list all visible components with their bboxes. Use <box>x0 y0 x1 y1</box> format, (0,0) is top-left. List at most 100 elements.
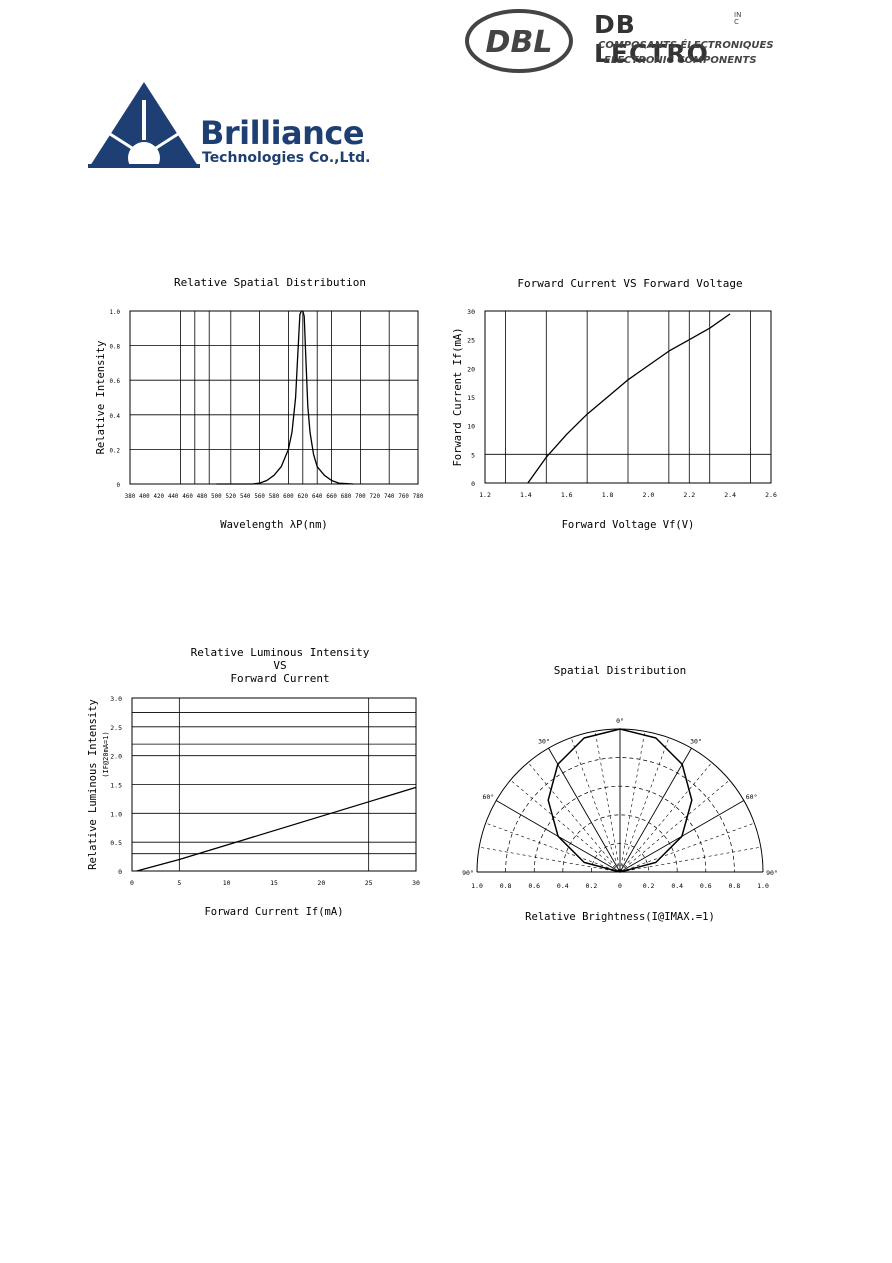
x-tick-label: 540 <box>240 494 251 500</box>
x-axis-label: Wavelength λP(nm) <box>220 519 327 531</box>
y-tick-label: 1.5 <box>110 782 122 790</box>
y-tick-label: 0 <box>117 483 121 489</box>
polar-radial-line <box>548 747 621 873</box>
x-tick-label: 5 <box>177 879 181 887</box>
dblectro-line2: ELECTRONIC COMPONENTS <box>604 55 757 66</box>
plot-frame <box>129 310 419 485</box>
x-tick-label: 20 <box>317 879 325 887</box>
x-tick-label: 520 <box>226 494 237 500</box>
x-tick-label: 420 <box>154 494 165 500</box>
x-tick-label: 400 <box>139 494 150 500</box>
chart-luminous-intensity-vs-current: 0 5 10 15 20 25 30 0 0.5 1.0 1.5 2.0 2.5 3.0 Forward C… <box>87 695 420 918</box>
x-tick-label: 640 <box>312 494 323 500</box>
polar-angle-label: 30° <box>538 737 550 745</box>
x-axis-label: Forward Voltage Vf(V) <box>562 519 695 531</box>
x-tick-label: 580 <box>269 494 280 500</box>
y-tick-label: 15 <box>467 394 475 402</box>
chart3-title-line3: Forward Current <box>230 672 330 685</box>
dblectro-inc: INC <box>734 11 742 26</box>
brilliance-subtitle: Technologies Co.,Ltd. <box>202 150 371 166</box>
y-tick-label: 0.5 <box>110 839 122 847</box>
polar-radial-tick-label: 0.8 <box>500 882 512 890</box>
polar-radial-tick-label: 0 <box>618 882 622 890</box>
x-tick-label: 30 <box>412 879 420 887</box>
polar-radial-tick-label: 0.4 <box>557 882 569 890</box>
x-tick-label: 440 <box>168 494 179 500</box>
x-tick-label: 2.6 <box>765 491 777 499</box>
x-tick-label: 600 <box>283 494 294 500</box>
brilliance-name: Brilliance <box>200 114 365 152</box>
x-tick-label: 15 <box>270 879 278 887</box>
x-tick-label: 620 <box>298 494 309 500</box>
dbl-oval-icon: DBL <box>465 9 573 73</box>
series-line <box>527 313 731 484</box>
chart3-title: Relative Luminous Intensity VS Forward C… <box>130 646 430 685</box>
x-tick-label: 780 <box>413 494 424 500</box>
polar-radial-tick-label: 0.2 <box>586 882 598 890</box>
x-tick-label: 560 <box>254 494 265 500</box>
x-tick-label: 1.2 <box>479 491 491 499</box>
polar-radial-line <box>619 747 692 873</box>
polar-angle-label: 60° <box>746 793 758 801</box>
y-tick-label: 2.5 <box>110 724 122 732</box>
y-tick-label: 5 <box>471 451 475 459</box>
brilliance-triangle-icon <box>88 82 200 168</box>
x-axis-label: Forward Current If(mA) <box>204 906 343 918</box>
polar-radial-tick-label: 0.6 <box>700 882 712 890</box>
chart1-title: Relative Spatial Distribution <box>173 276 367 289</box>
x-tick-label: 760 <box>398 494 409 500</box>
y-tick-label: 0 <box>471 480 475 488</box>
y-axis-label: Relative Intensity <box>95 341 107 455</box>
polar-radial-tick-label: 0.8 <box>729 882 741 890</box>
y-axis-label: Forward Current If(mA) <box>452 327 464 466</box>
dblectro-logo: DBL DB LECTRO INC COMPOSANTS ÉLECTRONIQU… <box>464 8 774 74</box>
brilliance-logo: Brilliance Technologies Co.,Ltd. <box>88 80 378 170</box>
polar-angle-label: 90° <box>766 869 778 877</box>
y-tick-label: 2.0 <box>110 753 122 761</box>
x-tick-label: 1.8 <box>602 491 614 499</box>
chart4-title: Spatial Distribution <box>553 664 687 677</box>
y-tick-label: 20 <box>467 365 475 373</box>
x-tick-label: 1.6 <box>561 491 573 499</box>
y-tick-label: 10 <box>467 423 475 431</box>
x-tick-label: 660 <box>326 494 337 500</box>
chart-forward-current-vs-voltage: 1.2 1.4 1.6 1.8 2.0 2.2 2.4 2.6 0 5 10 15 20 25 30 Forw… <box>452 308 777 531</box>
series-line <box>136 786 417 872</box>
y-tick-label: 0.2 <box>110 448 120 454</box>
polar-angle-label: 30° <box>690 737 702 745</box>
y-tick-label: 3.0 <box>110 695 122 703</box>
dblectro-name: DB LECTRO <box>594 10 709 68</box>
y-axis-label: Relative Luminous Intensity <box>87 699 99 870</box>
x-tick-label: 25 <box>365 879 373 887</box>
x-tick-label: 2.4 <box>724 491 736 499</box>
series-line <box>216 310 354 485</box>
x-tick-label: 740 <box>384 494 395 500</box>
y-tick-label: 30 <box>467 308 475 316</box>
polar-angle-label: 60° <box>482 793 494 801</box>
y-tick-label: 1.0 <box>110 310 121 316</box>
polar-series-curve <box>547 728 693 873</box>
x-tick-label: 680 <box>341 494 352 500</box>
polar-angle-label: 0° <box>616 717 624 725</box>
polar-angle-label: 90° <box>462 869 474 877</box>
x-tick-label: 2.2 <box>683 491 695 499</box>
y-tick-label: 0.6 <box>110 379 121 385</box>
dblectro-line1: COMPOSANTS ÉLECTRONIQUES <box>598 40 774 51</box>
polar-radial-tick-label: 0.2 <box>643 882 655 890</box>
y-tick-label: 0.8 <box>110 345 121 351</box>
y-axis-sublabel: (IF@20mA=1) <box>102 731 110 777</box>
x-tick-label: 1.4 <box>520 491 532 499</box>
x-tick-label: 380 <box>125 494 136 500</box>
x-tick-label: 2.0 <box>643 491 655 499</box>
polar-radial-tick-label: 1.0 <box>757 882 769 890</box>
chart-spatial-distribution-polar: 0° 30° 30° 60° 60° 90° 90° 1.0 0.8 0.6 0.4 0.2 0 0.2 0… <box>462 717 778 923</box>
chart-relative-spatial-distribution: 380 400 420 440 460 480 500 520 540 560 580 600 620 6… <box>95 310 424 531</box>
chart3-title-line1: Relative Luminous Intensity <box>190 646 370 659</box>
x-tick-label: 720 <box>370 494 381 500</box>
y-tick-label: 1.0 <box>110 810 122 818</box>
x-tick-label: 10 <box>223 879 231 887</box>
polar-radial-tick-label: 0.4 <box>671 882 683 890</box>
polar-radial-tick-label: 1.0 <box>471 882 483 890</box>
x-tick-label: 0 <box>130 879 134 887</box>
